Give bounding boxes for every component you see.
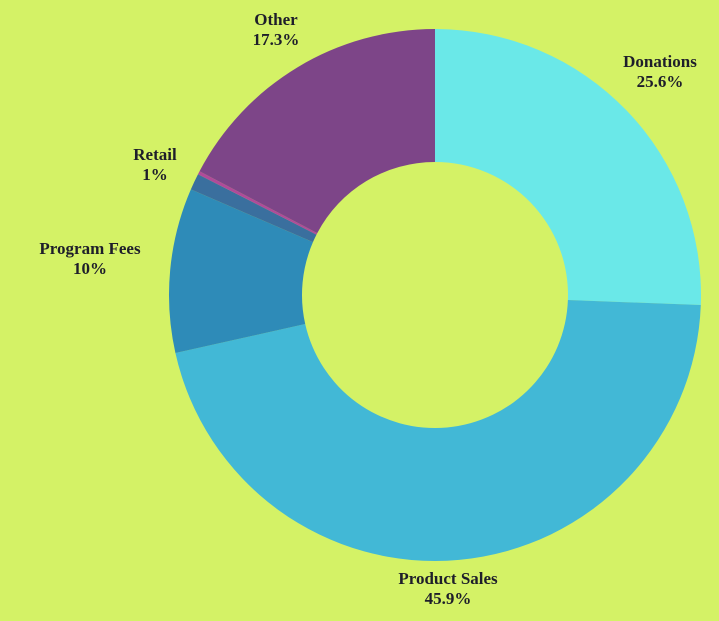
slice-value-label: 17.3%: [253, 30, 300, 49]
donut-slice: [435, 29, 701, 306]
slice-label: Donations: [623, 52, 697, 71]
donut-slice: [199, 29, 435, 234]
slice-value-label: 25.6%: [637, 72, 684, 91]
donut-slice: [168, 189, 313, 354]
slice-label: Product Sales: [398, 569, 498, 588]
donut-slice: [190, 174, 317, 243]
slice-label: Retail: [133, 145, 177, 164]
slice-label: Other: [254, 10, 298, 29]
slice-label: Program Fees: [39, 239, 141, 258]
slice-value-label: 1%: [142, 165, 168, 184]
donut-slice: [197, 171, 318, 235]
slice-value-label: 45.9%: [425, 589, 472, 608]
donut-slice: [175, 300, 701, 561]
slice-value-label: 10%: [73, 259, 107, 278]
